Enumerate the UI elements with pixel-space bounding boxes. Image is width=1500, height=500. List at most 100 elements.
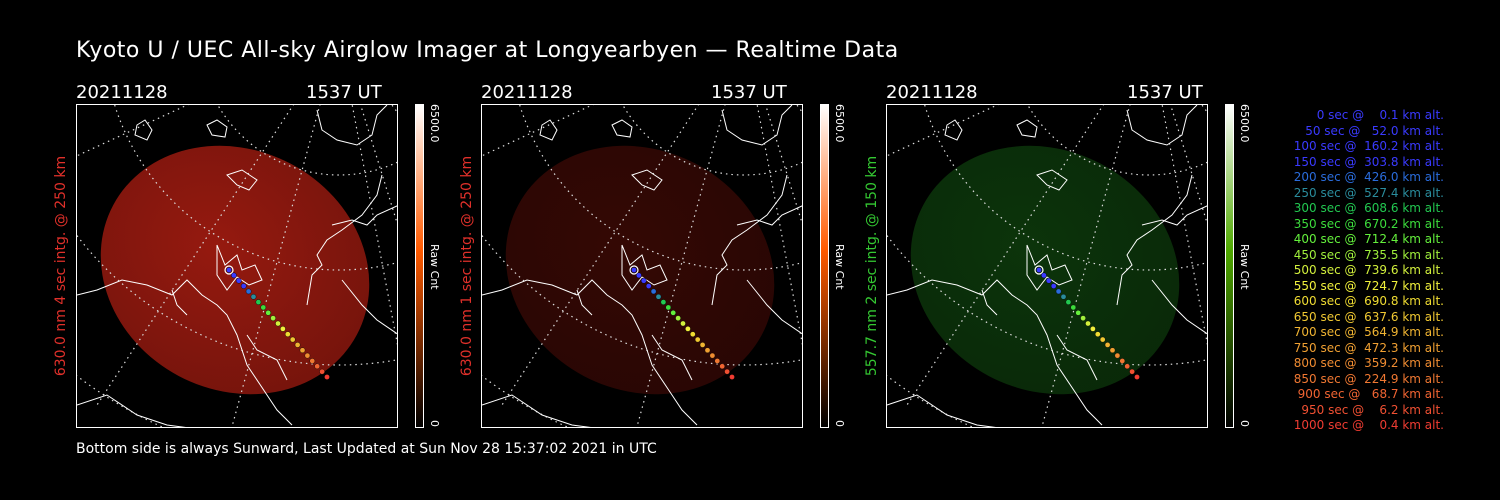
trajectory-point: [1124, 363, 1130, 370]
longitude-line: [796, 105, 802, 113]
trajectory-point: [1104, 342, 1111, 348]
panel-2-wavelength-label: 630.0 nm 1 sec intg. @ 250 km: [459, 155, 475, 377]
trajectory-point: [714, 358, 721, 364]
trajectory-point: [235, 277, 242, 284]
trajectory-point: [645, 283, 652, 289]
trajectory-point: [304, 352, 311, 359]
trajectory-point: [709, 352, 716, 359]
trajectory-point: [240, 283, 247, 289]
panel-1-colorbar-min: 0: [428, 420, 441, 427]
island-outline: [1026, 244, 1073, 291]
latitude-circle: [924, 105, 1207, 271]
legend-entry: 1000 sec @ 0.4 km alt.: [1293, 418, 1444, 432]
trajectory-point: [1119, 358, 1126, 364]
panel-2-image: [481, 104, 803, 428]
panel-3-image: [886, 104, 1208, 428]
launch-site-marker: [1034, 265, 1044, 275]
panel-3-time: 1537 UT: [1127, 82, 1203, 103]
legend-entry: 950 sec @ 6.2 km alt.: [1301, 402, 1444, 417]
coastline: [341, 279, 397, 335]
panel-1-colorbar-unit: Raw Cnt: [428, 244, 441, 290]
coastline: [944, 119, 963, 141]
longitude-line: [77, 105, 189, 157]
airglow-field: [910, 145, 1180, 395]
trajectory-point: [675, 315, 681, 321]
trajectory-point: [640, 277, 647, 284]
panel-1-colorbar-max: 6500.0: [428, 104, 441, 143]
coastline: [482, 279, 698, 426]
trajectory-point: [1080, 315, 1086, 321]
panel-2-date: 20211128: [481, 82, 573, 103]
latitude-circle: [482, 234, 802, 366]
trajectory-point: [1099, 336, 1106, 343]
panel-2-colorbar-unit: Raw Cnt: [833, 244, 846, 290]
coastline: [316, 105, 388, 146]
legend-entry: 300 sec @ 608.6 km alt.: [1293, 201, 1444, 215]
longitude-line: [96, 105, 294, 406]
trajectory-point: [1114, 352, 1121, 359]
island-outline: [216, 244, 263, 291]
trajectory-point: [289, 336, 296, 343]
legend-entry: 150 sec @ 303.8 km alt.: [1293, 154, 1444, 169]
trajectory-point: [685, 326, 691, 332]
latitude-circle: [77, 234, 397, 366]
panel-3-date: 20211128: [886, 82, 978, 103]
longitude-line: [391, 105, 397, 113]
launch-site-marker: [629, 265, 639, 275]
panel-2-colorbar: [820, 104, 829, 428]
coastline: [746, 279, 802, 335]
coastline: [1126, 105, 1198, 146]
legend-entry: 750 sec @ 472.3 km alt.: [1293, 340, 1444, 355]
legend-entry: 700 sec @ 564.9 km alt.: [1293, 325, 1444, 339]
trajectory-point: [226, 267, 232, 273]
coastline: [1151, 279, 1207, 335]
coastline: [736, 205, 802, 226]
panel-1-image: [76, 104, 398, 428]
legend-entry: 0 sec @ 0.1 km alt.: [1316, 108, 1444, 122]
trajectory-point: [1041, 272, 1047, 279]
trajectory-point: [636, 272, 642, 279]
island-outline: [621, 244, 668, 291]
trajectory-point: [650, 288, 657, 295]
trajectory-point: [314, 363, 320, 370]
trajectory-point: [1075, 309, 1081, 316]
trajectory-point: [1055, 288, 1062, 295]
legend-entry: 50 sec @ 52.0 km alt.: [1305, 123, 1444, 138]
legend-entry: 500 sec @ 739.6 km alt.: [1293, 263, 1444, 277]
island-outline: [631, 169, 663, 191]
island-outline: [226, 169, 258, 191]
trajectory-point: [265, 309, 271, 316]
footer-status: Bottom side is always Sunward, Last Upda…: [76, 441, 657, 457]
trajectory-point: [280, 326, 286, 332]
legend-entry: 350 sec @ 670.2 km alt.: [1293, 216, 1444, 231]
longitude-line: [887, 105, 999, 157]
coastline: [721, 105, 793, 146]
coastline: [1056, 334, 1098, 381]
coastline: [576, 289, 593, 316]
trajectory-point: [670, 309, 676, 316]
coastline: [331, 205, 397, 226]
trajectory-point: [719, 363, 725, 370]
coastline: [134, 119, 153, 141]
legend-entry: 650 sec @ 637.6 km alt.: [1293, 309, 1444, 324]
panel-3-wavelength-label: 557.7 nm 2 sec intg. @ 150 km: [864, 155, 880, 377]
trajectory-point: [1094, 331, 1101, 337]
trajectory-point: [724, 368, 730, 375]
trajectory-point: [704, 347, 711, 354]
trajectory-point: [1036, 267, 1042, 273]
trajectory-point: [275, 320, 281, 327]
panel-3-colorbar-unit: Raw Cnt: [1238, 244, 1251, 290]
longitude-line: [482, 105, 594, 157]
panel-2-colorbar-max: 6500.0: [833, 104, 846, 143]
coastline: [1116, 174, 1193, 306]
trajectory-point: [1090, 326, 1096, 332]
trajectory-point: [1070, 304, 1077, 311]
page-title: Kyoto U / UEC All-sky Airglow Imager at …: [76, 38, 899, 63]
panel-3-colorbar-min: 0: [1238, 420, 1251, 427]
trajectory-point: [260, 304, 267, 311]
legend-entry: 800 sec @ 359.2 km alt.: [1293, 356, 1444, 370]
trajectory-point: [694, 336, 701, 343]
panel-1-time: 1537 UT: [306, 82, 382, 103]
trajectory-point: [1129, 368, 1135, 375]
coastline: [981, 289, 998, 316]
